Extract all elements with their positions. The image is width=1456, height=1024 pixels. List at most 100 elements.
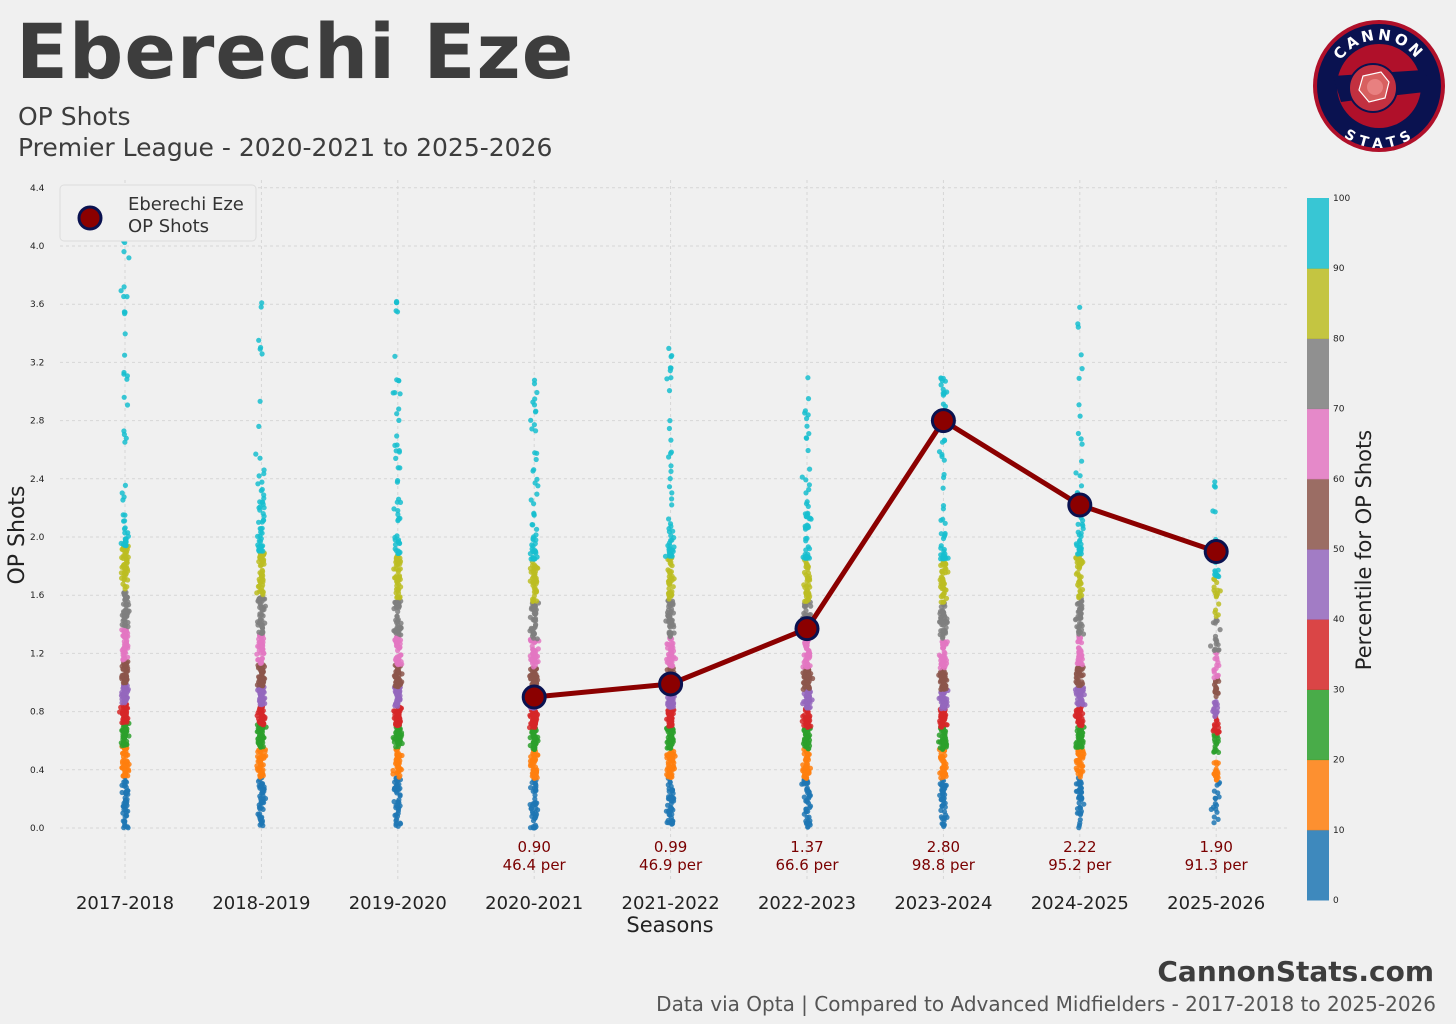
distribution-dot bbox=[397, 793, 403, 799]
distribution-dot bbox=[944, 722, 950, 728]
distribution-dot bbox=[806, 695, 812, 702]
distribution-dot bbox=[122, 331, 128, 337]
distribution-dot bbox=[1213, 802, 1220, 808]
distribution-dot bbox=[666, 715, 673, 721]
distribution-dot bbox=[394, 411, 400, 417]
distribution-dot bbox=[530, 635, 537, 641]
distribution-dot bbox=[254, 682, 260, 688]
distribution-dot bbox=[122, 512, 128, 518]
distribution-dot bbox=[1077, 774, 1083, 780]
chart-title: Eberechi Eze bbox=[16, 7, 575, 96]
distribution-dot bbox=[124, 705, 131, 711]
distribution-dots bbox=[117, 206, 1223, 831]
distribution-dot bbox=[261, 467, 267, 473]
distribution-dot bbox=[666, 596, 672, 602]
distribution-dot bbox=[395, 660, 401, 667]
distribution-dot bbox=[808, 516, 814, 522]
brand-name: CannonStats.com bbox=[1157, 955, 1434, 988]
y-tick-label: 1.2 bbox=[30, 649, 44, 659]
distribution-dot bbox=[942, 520, 948, 526]
colorbar-tick-label: 50 bbox=[1333, 545, 1345, 555]
distribution-dot bbox=[668, 806, 675, 812]
distribution-dot bbox=[260, 683, 266, 689]
distribution-dot bbox=[669, 774, 675, 780]
distribution-dot bbox=[256, 742, 263, 748]
colorbar-tick-label: 90 bbox=[1333, 264, 1345, 274]
distribution-dot bbox=[258, 732, 265, 738]
distribution-dot bbox=[395, 590, 402, 596]
legend-label-player: Eberechi Eze bbox=[128, 194, 244, 215]
player-series bbox=[521, 408, 1229, 710]
distribution-dot bbox=[1213, 641, 1219, 647]
distribution-dot bbox=[256, 519, 262, 525]
distribution-dot bbox=[531, 422, 538, 428]
distribution-dot bbox=[121, 431, 127, 438]
distribution-dot bbox=[391, 506, 397, 512]
distribution-dot bbox=[125, 773, 131, 779]
distribution-dot bbox=[806, 431, 812, 437]
x-axis-label: Seasons bbox=[626, 913, 713, 937]
distribution-dot bbox=[1080, 755, 1086, 761]
distribution-dot bbox=[530, 582, 536, 589]
distribution-dot bbox=[806, 814, 812, 820]
distribution-dot bbox=[392, 812, 398, 819]
distribution-dot bbox=[262, 749, 268, 755]
distribution-dot bbox=[125, 568, 131, 574]
distribution-dot bbox=[1073, 691, 1080, 697]
distribution-dot bbox=[396, 668, 402, 675]
distribution-dot bbox=[664, 739, 670, 745]
distribution-dot bbox=[121, 249, 127, 255]
distribution-dot bbox=[1075, 321, 1081, 327]
distribution-dot bbox=[261, 513, 267, 519]
distribution-dot bbox=[531, 501, 537, 507]
distribution-dot bbox=[396, 753, 403, 760]
distribution-dot bbox=[1216, 601, 1222, 607]
distribution-dot bbox=[942, 532, 948, 538]
distribution-dot bbox=[1078, 436, 1084, 442]
distribution-dot bbox=[125, 788, 131, 794]
distribution-dot bbox=[394, 594, 400, 601]
player-point bbox=[794, 616, 820, 642]
distribution-dot bbox=[803, 501, 810, 507]
y-tick-label: 0.8 bbox=[30, 708, 45, 718]
distribution-dot bbox=[532, 396, 538, 402]
distribution-dot bbox=[392, 712, 398, 718]
distribution-dot bbox=[398, 652, 404, 658]
distribution-dot bbox=[1075, 629, 1082, 635]
distribution-dot bbox=[936, 672, 942, 678]
distribution-dot bbox=[941, 661, 947, 667]
distribution-dot bbox=[941, 809, 948, 815]
distribution-dot bbox=[936, 449, 943, 455]
distribution-dot bbox=[260, 582, 266, 588]
y-axis: 0.0 0.4 0.8 1.2 1.6 2.0 2.4 2.8 3.2 3.6 4.0 4.4 bbox=[30, 184, 45, 834]
distribution-dot bbox=[396, 696, 402, 702]
distribution-dot bbox=[258, 804, 264, 811]
distribution-dot bbox=[941, 471, 947, 478]
distribution-dot bbox=[804, 535, 810, 542]
distribution-dot bbox=[1215, 749, 1222, 756]
colorbar-tick-label: 40 bbox=[1333, 615, 1345, 625]
distribution-dot bbox=[396, 678, 402, 685]
distribution-dot bbox=[668, 463, 674, 469]
x-tick-label: 2025-2026 bbox=[1167, 893, 1265, 914]
x-tick-label: 2017-2018 bbox=[76, 893, 174, 914]
distribution-dot bbox=[260, 639, 266, 646]
distribution-dot bbox=[1211, 706, 1217, 712]
distribution-dot bbox=[805, 396, 812, 402]
distribution-dot bbox=[671, 766, 678, 772]
distribution-dot bbox=[1076, 532, 1082, 538]
distribution-dot bbox=[668, 703, 674, 709]
distribution-dot bbox=[1212, 571, 1218, 578]
player-percentile-label: 66.6 per bbox=[775, 856, 839, 874]
distribution-dot bbox=[806, 655, 812, 661]
distribution-dot bbox=[122, 583, 128, 589]
distribution-dot bbox=[1074, 788, 1080, 794]
distribution-dot bbox=[259, 630, 265, 636]
distribution-dot bbox=[1075, 645, 1082, 651]
colorbar-label: Percentile for OP Shots bbox=[1352, 430, 1376, 670]
distribution-dot bbox=[124, 294, 130, 300]
distribution-dot bbox=[119, 789, 125, 796]
distribution-dot bbox=[1077, 537, 1083, 544]
distribution-dot bbox=[939, 569, 945, 575]
distribution-dot bbox=[256, 473, 262, 479]
